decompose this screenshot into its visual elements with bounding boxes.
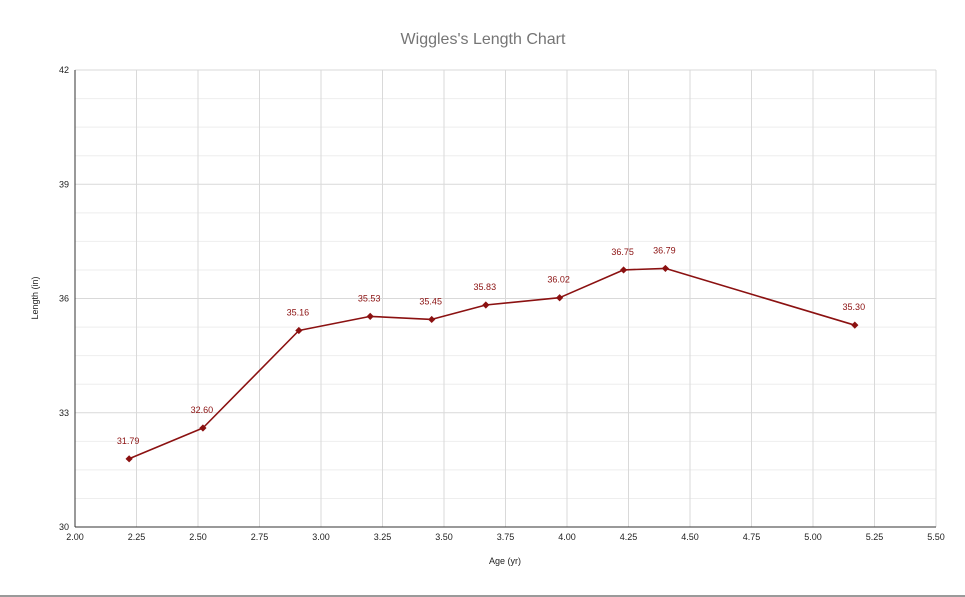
x-tick-label: 4.25 — [620, 532, 638, 542]
x-axis-label: Age (yr) — [489, 556, 521, 566]
x-tick-label: 3.00 — [312, 532, 330, 542]
data-point-marker — [661, 264, 669, 273]
x-tick-label: 4.75 — [743, 532, 761, 542]
chart-title: Wiggles's Length Chart — [401, 31, 566, 48]
x-tick-label: 3.75 — [497, 532, 515, 542]
data-label: 31.79 — [117, 436, 140, 446]
x-tick-label: 3.50 — [435, 532, 453, 542]
data-point-marker — [199, 424, 207, 432]
x-tick-label: 4.50 — [681, 532, 699, 542]
y-tick-label: 30 — [59, 522, 69, 532]
data-label: 32.60 — [191, 405, 214, 415]
data-label: 35.83 — [474, 282, 497, 292]
data-point-marker — [366, 312, 374, 320]
data-point-marker — [482, 301, 490, 309]
data-label: 36.02 — [547, 275, 570, 285]
data-point-marker — [619, 266, 628, 274]
data-label: 35.45 — [419, 296, 442, 306]
data-point-marker — [851, 321, 859, 329]
y-tick-label: 33 — [59, 408, 69, 418]
data-point-marker — [428, 315, 436, 324]
y-tick-label: 42 — [59, 65, 69, 75]
data-label: 35.53 — [358, 293, 381, 303]
x-tick-label: 5.50 — [927, 532, 945, 542]
x-tick-label: 3.25 — [374, 532, 392, 542]
data-label: 36.79 — [653, 245, 676, 255]
data-label: 35.30 — [843, 302, 866, 312]
y-axis-label: Length (in) — [30, 276, 40, 319]
data-label: 35.16 — [287, 307, 310, 317]
x-tick-label: 2.50 — [189, 532, 207, 542]
series-line — [128, 267, 856, 460]
data-label: 36.75 — [611, 247, 634, 257]
x-tick-label: 2.25 — [128, 532, 146, 542]
bottom-divider — [0, 595, 965, 597]
x-tick-label: 5.00 — [804, 532, 822, 542]
data-point-marker — [556, 294, 564, 302]
x-tick-label: 2.75 — [251, 532, 269, 542]
x-tick-label: 5.25 — [866, 532, 884, 542]
data-point-marker — [295, 326, 303, 335]
chart-plot-area: 2.00 2.25 2.50 2.75 3.00 3.25 3.50 3.75 4.00 4.25… — [59, 65, 945, 542]
x-tick-label: 4.00 — [558, 532, 576, 542]
y-tick-label: 36 — [59, 294, 69, 304]
x-tick-label: 2.00 — [66, 532, 84, 542]
data-point-marker — [125, 455, 133, 463]
y-tick-label: 39 — [59, 179, 69, 189]
